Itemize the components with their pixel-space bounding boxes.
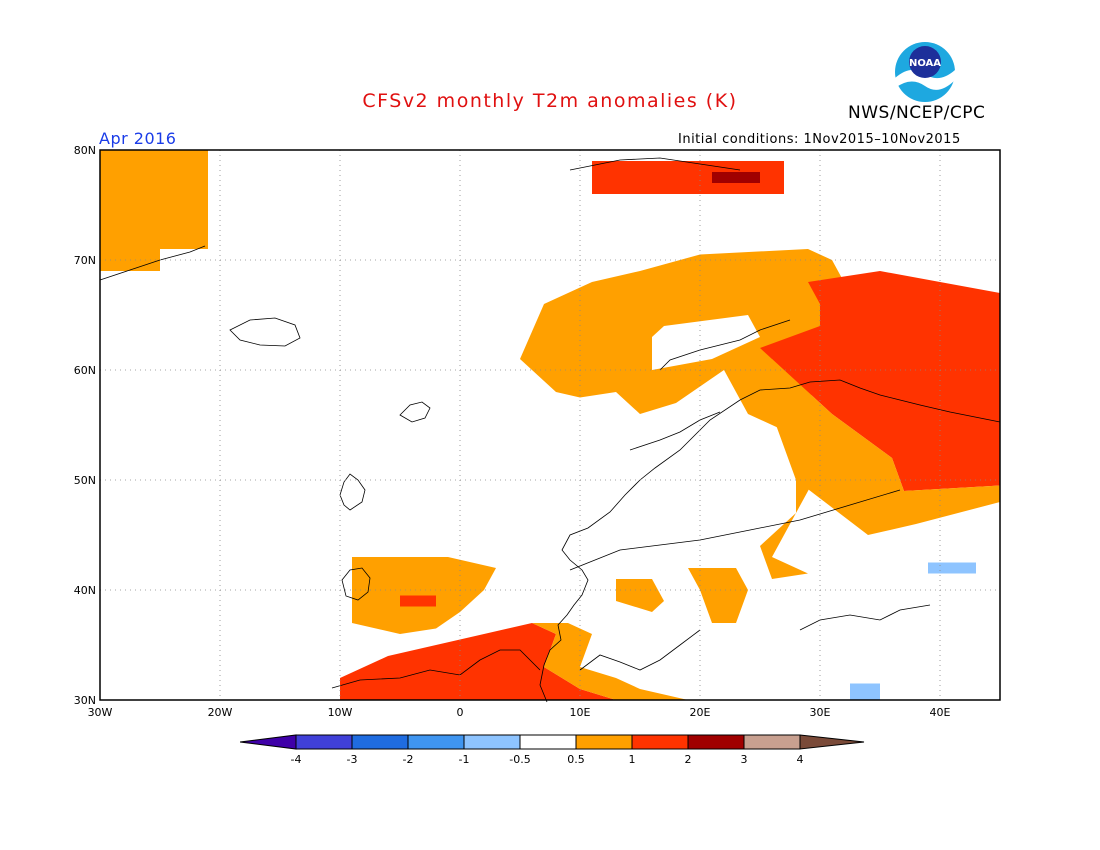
lat-tick-label: 30N <box>74 694 96 707</box>
anomaly-region-italy-south <box>616 579 664 612</box>
forecast-period: Apr 2016 <box>99 129 177 148</box>
lat-tick-label: 40N <box>74 584 96 597</box>
lon-tick-label: 10E <box>570 706 591 719</box>
lon-tick-label: 0 <box>457 706 464 719</box>
anomaly-region-levant-cool <box>850 683 880 700</box>
longitude-labels: 30W 20W 10W 0 10E 20E 30E 40E <box>88 706 951 719</box>
latitude-labels: 30N 40N 50N 60N 70N 80N <box>74 144 96 707</box>
colorbar-label: 2 <box>685 753 692 766</box>
colorbar-segment <box>351 734 409 750</box>
colorbar-label: -2 <box>403 753 414 766</box>
colorbar-segment <box>631 734 689 750</box>
anomaly-region-north-africa-edge <box>532 623 688 700</box>
lat-tick-label: 60N <box>74 364 96 377</box>
colorbar-segment <box>463 734 521 750</box>
anomaly-region-greenland <box>100 150 208 271</box>
lon-tick-label: 30E <box>810 706 831 719</box>
anomaly-region-caucasus-cool <box>928 562 976 574</box>
map-title: CFSv2 monthly T2m anomalies (K) <box>362 90 738 112</box>
colorbar-label: -4 <box>291 753 302 766</box>
initial-conditions: Initial conditions: 1Nov2015–10Nov2015 <box>678 132 961 147</box>
lat-tick-label: 50N <box>74 474 96 487</box>
anomaly-region-finland-core <box>652 315 760 370</box>
colorbar: -4 -3 -2 -1 -0.5 0.5 1 2 3 4 <box>239 734 880 778</box>
anomaly-region-spain-warm <box>400 595 436 607</box>
colorbar-arrow-low <box>239 734 297 750</box>
lon-tick-label: 40E <box>930 706 951 719</box>
lat-tick-label: 80N <box>74 144 96 157</box>
svg-text:NOAA: NOAA <box>909 58 941 69</box>
colorbar-segment <box>519 734 577 750</box>
colorbar-label: -1 <box>459 753 470 766</box>
anomaly-region-balkans <box>688 568 748 623</box>
colorbar-segment <box>687 734 745 750</box>
colorbar-arrow-high <box>799 734 865 750</box>
colorbar-label: 0.5 <box>567 753 585 766</box>
anomaly-region-scandinavia <box>520 249 856 579</box>
lon-tick-label: 20W <box>208 706 233 719</box>
agency-label: NWS/NCEP/CPC <box>848 103 986 123</box>
colorbar-label: -3 <box>347 753 358 766</box>
anomaly-region-russia-south-1 <box>748 359 1000 535</box>
map-frame <box>99 149 1001 701</box>
colorbar-label: 4 <box>797 753 804 766</box>
colorbar-segment <box>407 734 465 750</box>
lon-tick-label: 10W <box>328 706 353 719</box>
colorbar-segment <box>743 734 801 750</box>
colorbar-segment <box>295 734 353 750</box>
colorbar-label: 3 <box>741 753 748 766</box>
coastlines <box>99 157 1001 703</box>
lon-tick-label: 20E <box>690 706 711 719</box>
lon-tick-label: 30W <box>88 706 113 719</box>
lat-tick-label: 70N <box>74 254 96 267</box>
colorbar-segment <box>575 734 633 750</box>
colorbar-label: 1 <box>629 753 636 766</box>
colorbar-label: -0.5 <box>509 753 530 766</box>
noaa-logo: NOAA <box>893 40 957 108</box>
anomaly-region-svalbard-east <box>712 172 760 183</box>
